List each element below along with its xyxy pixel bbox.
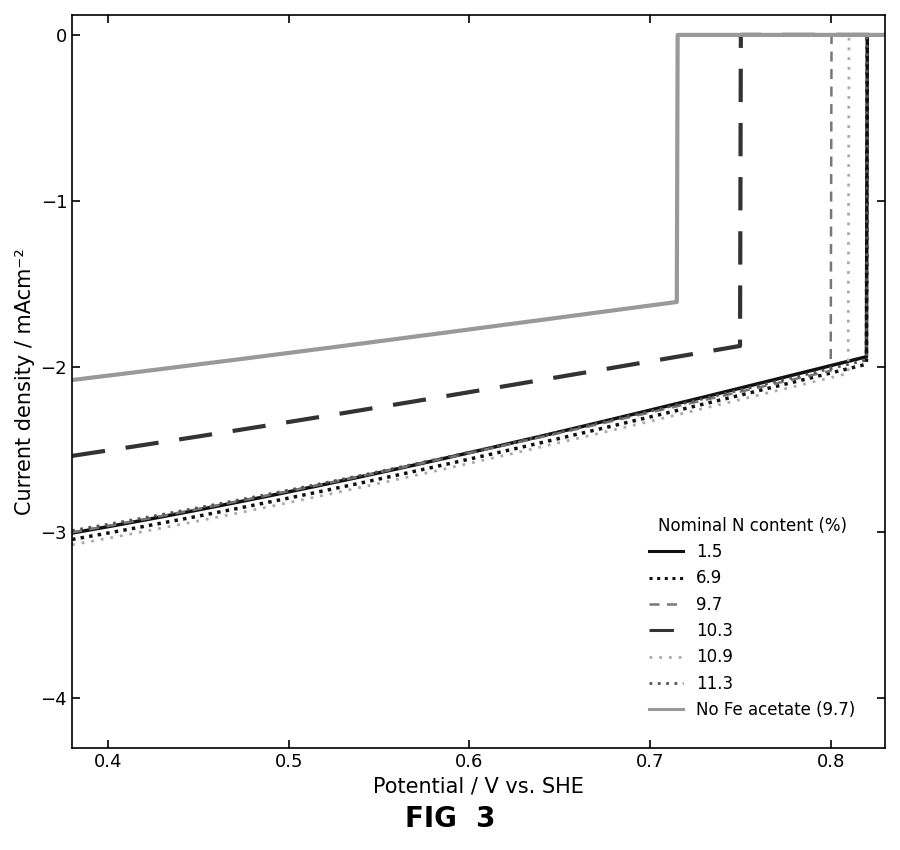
X-axis label: Potential / V vs. SHE: Potential / V vs. SHE — [374, 776, 584, 796]
Legend: 1.5, 6.9, 9.7, 10.3, 10.9, 11.3, No Fe acetate (9.7): 1.5, 6.9, 9.7, 10.3, 10.9, 11.3, No Fe a… — [636, 503, 868, 733]
Y-axis label: Current density / mAcm⁻²: Current density / mAcm⁻² — [15, 248, 35, 515]
Text: FIG  3: FIG 3 — [405, 805, 495, 833]
